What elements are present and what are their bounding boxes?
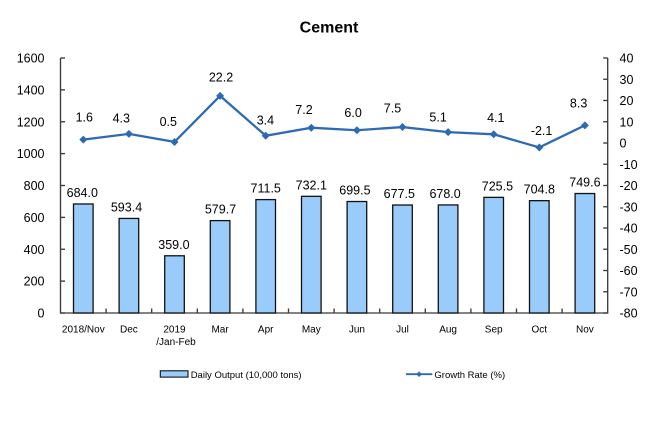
svg-text:678.0: 678.0 bbox=[429, 187, 460, 201]
svg-text:0: 0 bbox=[620, 137, 627, 151]
svg-text:400: 400 bbox=[24, 243, 45, 257]
svg-text:Jul: Jul bbox=[396, 325, 409, 336]
svg-text:200: 200 bbox=[24, 275, 45, 289]
svg-text:732.1: 732.1 bbox=[296, 178, 327, 192]
svg-text:699.5: 699.5 bbox=[339, 184, 370, 198]
svg-text:7.5: 7.5 bbox=[384, 102, 401, 116]
svg-text:684.0: 684.0 bbox=[67, 186, 98, 200]
svg-text:5.1: 5.1 bbox=[429, 111, 446, 125]
svg-text:1000: 1000 bbox=[17, 147, 45, 161]
svg-text:359.0: 359.0 bbox=[158, 238, 189, 252]
svg-text:20: 20 bbox=[620, 94, 634, 108]
svg-text:30: 30 bbox=[620, 73, 634, 87]
svg-text:1200: 1200 bbox=[17, 115, 45, 129]
svg-text:0.5: 0.5 bbox=[160, 115, 177, 129]
svg-text:-40: -40 bbox=[620, 222, 638, 236]
svg-text:7.2: 7.2 bbox=[295, 103, 312, 117]
svg-text:10: 10 bbox=[620, 115, 634, 129]
svg-text:0: 0 bbox=[38, 307, 45, 321]
svg-text:704.8: 704.8 bbox=[524, 183, 555, 197]
svg-text:711.5: 711.5 bbox=[251, 182, 281, 196]
svg-text:1600: 1600 bbox=[17, 52, 45, 66]
svg-text:Mar: Mar bbox=[211, 325, 229, 336]
svg-text:-30: -30 bbox=[620, 200, 638, 214]
svg-text:Sep: Sep bbox=[485, 325, 503, 336]
svg-text:-80: -80 bbox=[620, 307, 638, 321]
svg-text:-10: -10 bbox=[620, 158, 638, 172]
svg-text:Growth Rate (%): Growth Rate (%) bbox=[434, 370, 505, 381]
svg-text:725.5: 725.5 bbox=[482, 179, 513, 193]
svg-text:-2.1: -2.1 bbox=[531, 124, 553, 138]
svg-text:800: 800 bbox=[24, 179, 45, 193]
svg-text:-20: -20 bbox=[620, 179, 638, 193]
svg-text:2018/Nov: 2018/Nov bbox=[62, 325, 105, 336]
svg-text:Cement: Cement bbox=[300, 20, 359, 37]
svg-text:3.4: 3.4 bbox=[257, 113, 274, 127]
svg-text:-50: -50 bbox=[620, 243, 638, 257]
svg-text:4.1: 4.1 bbox=[487, 111, 504, 125]
svg-text:22.2: 22.2 bbox=[209, 71, 233, 85]
svg-text:May: May bbox=[302, 325, 321, 336]
svg-text:4.3: 4.3 bbox=[113, 111, 130, 125]
svg-text:Jun: Jun bbox=[349, 325, 365, 336]
svg-text:593.4: 593.4 bbox=[111, 200, 142, 214]
svg-text:Nov: Nov bbox=[576, 325, 594, 336]
svg-text:/Jan-Feb: /Jan-Feb bbox=[156, 337, 196, 348]
svg-text:1.6: 1.6 bbox=[76, 111, 93, 125]
svg-text:2019: 2019 bbox=[163, 325, 186, 336]
svg-text:600: 600 bbox=[24, 211, 45, 225]
svg-text:579.7: 579.7 bbox=[205, 203, 236, 217]
svg-text:Oct: Oct bbox=[532, 325, 548, 336]
svg-text:40: 40 bbox=[620, 52, 634, 66]
svg-text:Apr: Apr bbox=[258, 325, 274, 336]
svg-text:1400: 1400 bbox=[17, 83, 45, 97]
svg-text:Dec: Dec bbox=[120, 325, 138, 336]
svg-text:Daily Output (10,000 tons): Daily Output (10,000 tons) bbox=[191, 370, 302, 381]
svg-text:677.5: 677.5 bbox=[384, 187, 415, 201]
svg-text:-60: -60 bbox=[620, 264, 638, 278]
svg-text:8.3: 8.3 bbox=[570, 97, 587, 111]
svg-text:749.6: 749.6 bbox=[569, 176, 600, 190]
svg-text:Aug: Aug bbox=[439, 325, 457, 336]
svg-text:6.0: 6.0 bbox=[344, 106, 361, 120]
svg-text:-70: -70 bbox=[620, 285, 638, 299]
